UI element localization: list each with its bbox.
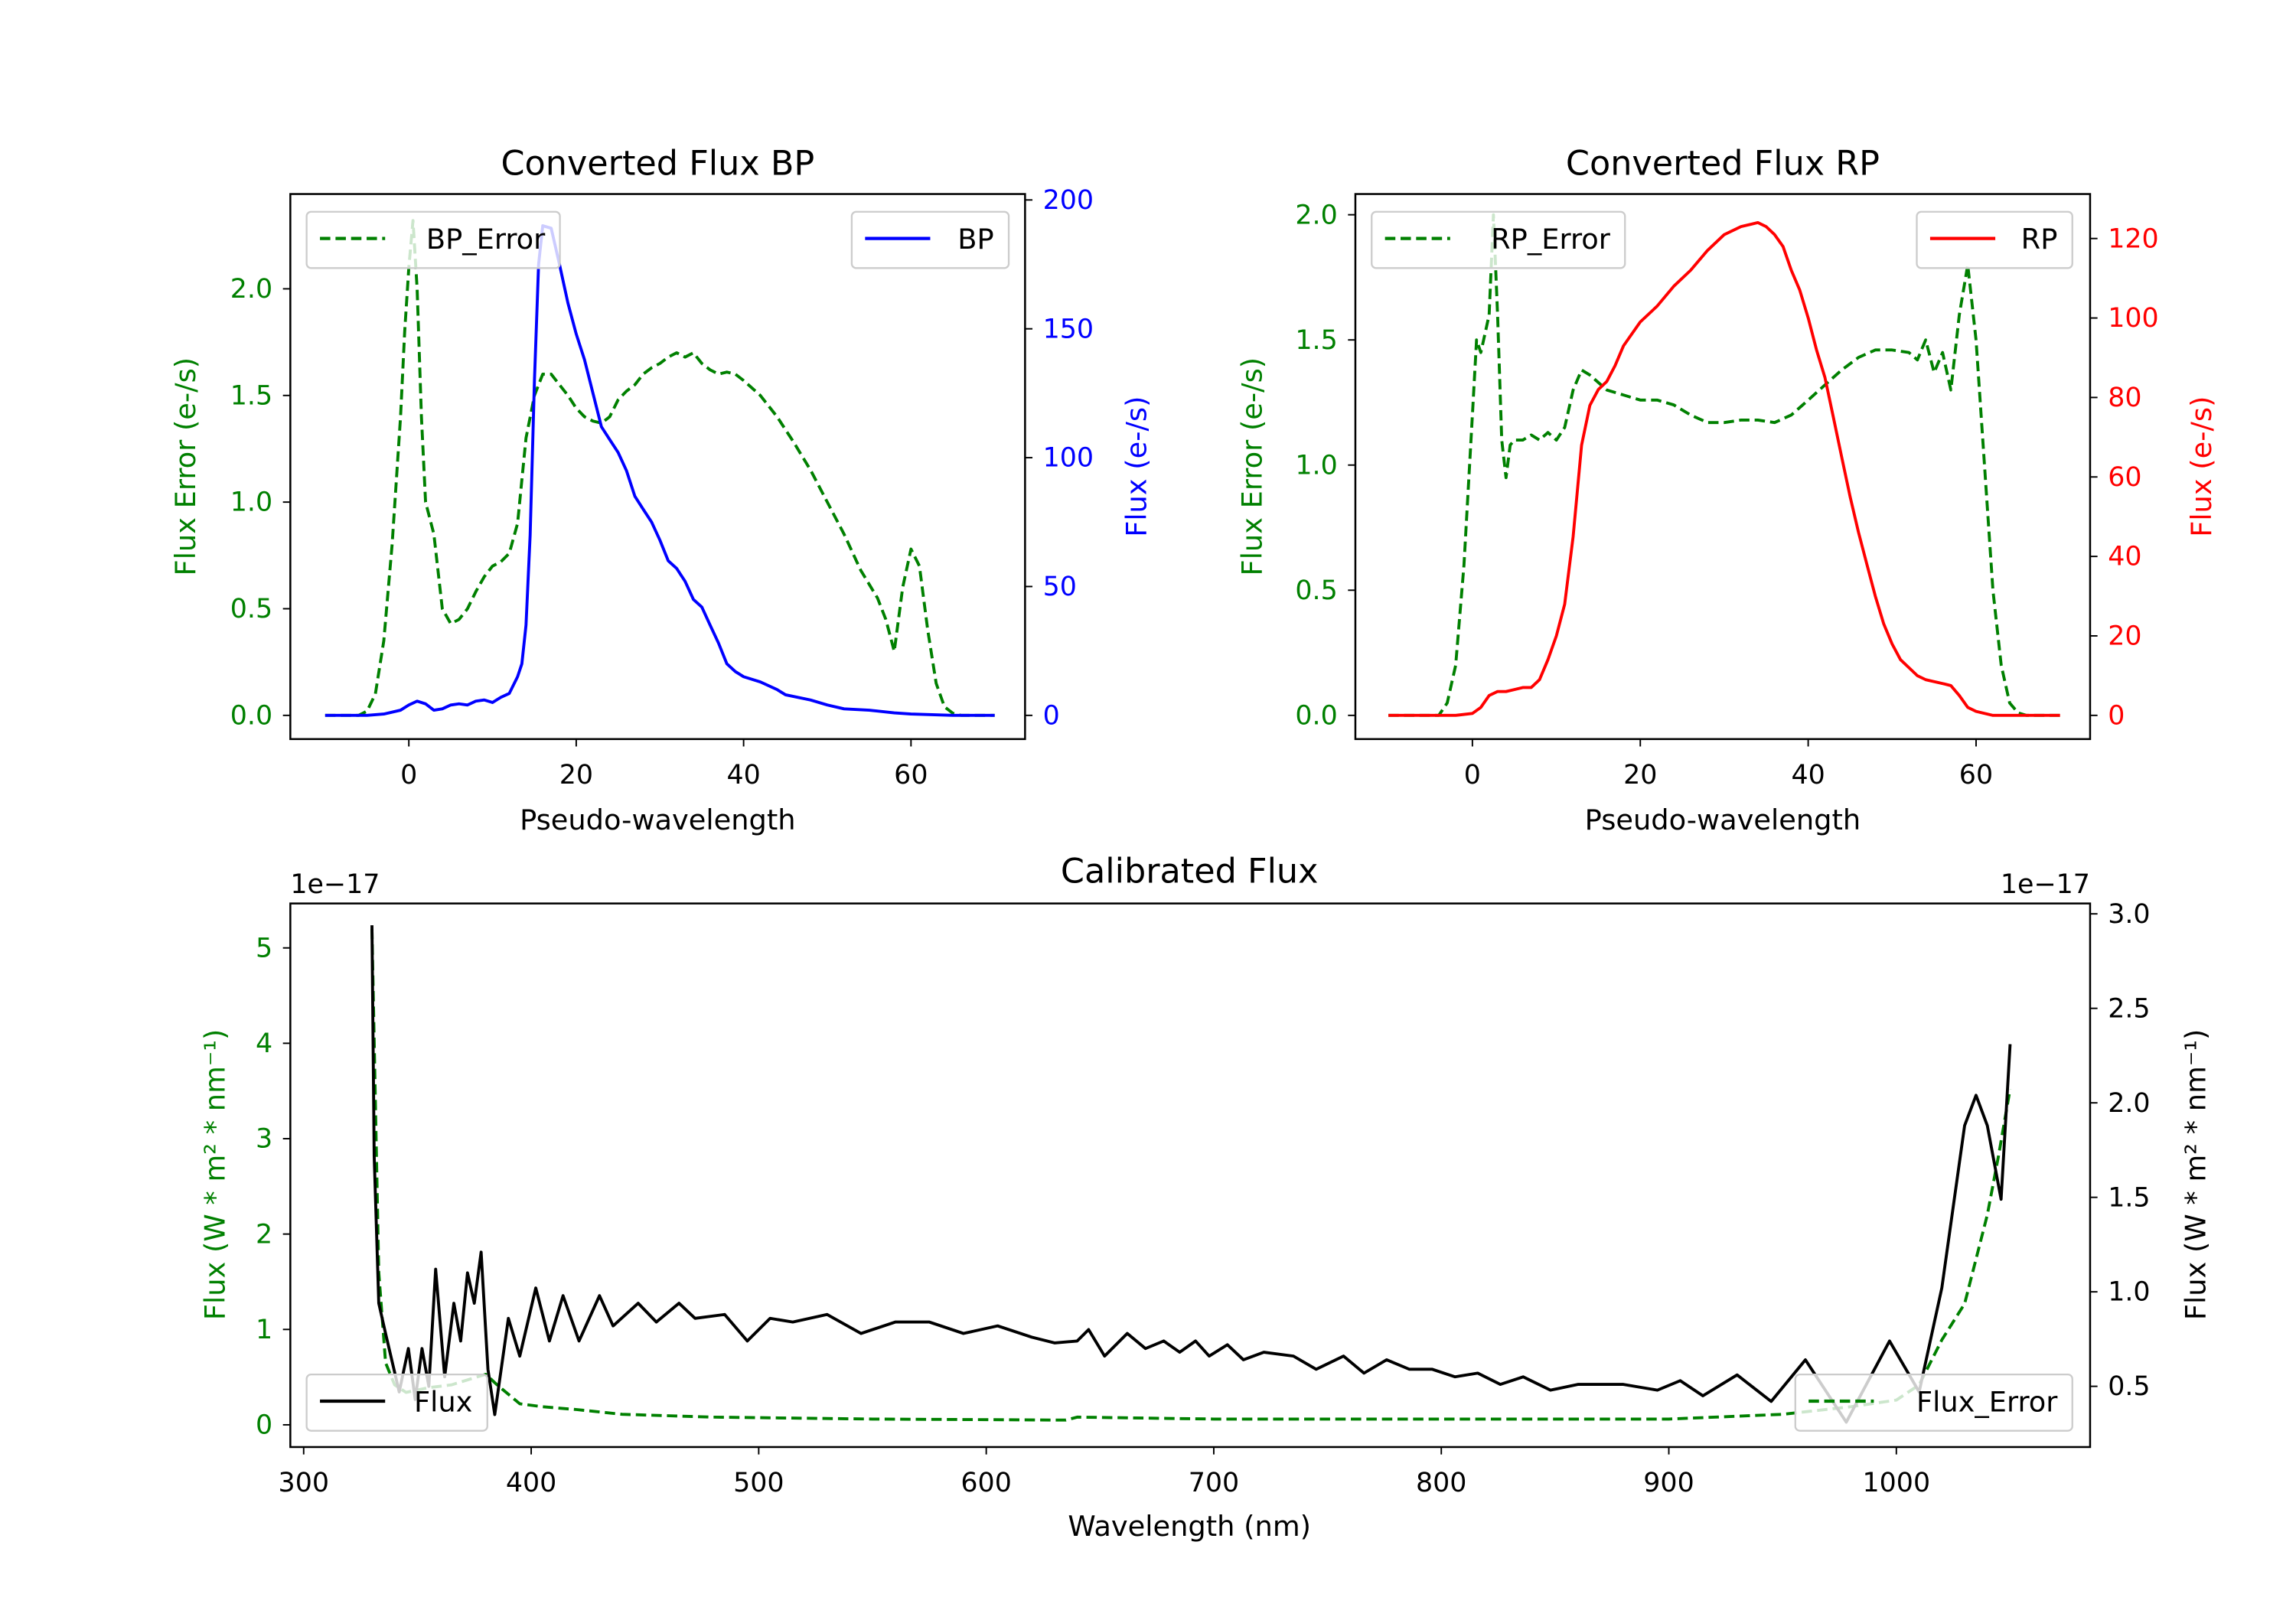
legend-right: RP	[1916, 210, 2073, 269]
y-left-tick-label: 3	[256, 1124, 272, 1155]
y-right-tick-label: 2.5	[2108, 993, 2150, 1024]
x-tick-label: 40	[726, 760, 760, 790]
y-right-axis-label: Flux (e-/s)	[2185, 396, 2218, 537]
y-left-tick-label: 0.0	[230, 700, 272, 731]
y-right-tick-label: 100	[2108, 303, 2158, 334]
y-right-tick-label: 80	[2108, 383, 2141, 413]
x-tick-label: 1000	[1862, 1468, 1930, 1498]
y-right-tick-label: 1.0	[2108, 1277, 2150, 1308]
legend-label: Flux_Error	[1916, 1386, 2058, 1419]
y-left-tick-label: 2.0	[1295, 200, 1337, 230]
y-left-tick-label: 2.0	[230, 274, 272, 305]
legend-label: BP	[957, 223, 993, 256]
legend-label: RP	[2021, 223, 2058, 256]
y-right-tick-label: 40	[2108, 542, 2141, 572]
x-axis-label: Pseudo-wavelength	[520, 804, 796, 836]
x-tick-label: 800	[1416, 1468, 1466, 1498]
x-tick-label: 40	[1791, 760, 1825, 790]
x-tick-label: 0	[400, 760, 417, 790]
x-tick-label: 500	[733, 1468, 784, 1498]
y-right-tick-label: 100	[1043, 443, 1094, 474]
y-left-tick-label: 1.5	[1295, 325, 1337, 356]
x-tick-label: 60	[1959, 760, 1993, 790]
x-tick-label: 900	[1643, 1468, 1694, 1498]
x-axis-label: Wavelength (nm)	[1068, 1510, 1311, 1543]
plot-frame	[1354, 193, 2092, 741]
y-right-tick-label: 0	[1043, 700, 1060, 731]
y-left-tick-label: 1.5	[230, 380, 272, 411]
legend-box	[1794, 1373, 2073, 1432]
legend-right: Flux_Error	[1794, 1373, 2073, 1432]
y-left-offset-text: 1e−17	[290, 869, 380, 900]
legend-label: BP_Error	[426, 223, 546, 256]
x-tick-label: 20	[559, 760, 593, 790]
y-right-tick-label: 50	[1043, 572, 1077, 602]
series-line-flux	[370, 925, 2012, 1424]
x-tick-label: 60	[894, 760, 928, 790]
y-right-axis-label: Flux (W * m² * nm⁻¹)	[2179, 1029, 2212, 1320]
series-line-bp-error	[325, 219, 995, 717]
y-left-tick-label: 0.5	[230, 594, 272, 624]
y-left-tick-label: 1.0	[230, 487, 272, 518]
chart-panel-3: 300 400 500 600 700 800 900 1000 0 1 2 3 4 5 0.5 1.0 1.5…	[199, 852, 2213, 1543]
y-right-tick-label: 60	[2108, 462, 2141, 493]
legend-label: Flux	[414, 1386, 472, 1419]
y-right-tick-label: 20	[2108, 621, 2141, 652]
plot-frame	[289, 193, 1026, 741]
x-tick-label: 700	[1189, 1468, 1239, 1498]
y-right-tick-label: 2.0	[2108, 1088, 2150, 1119]
legend-right: BP	[850, 210, 1010, 269]
y-left-tick-label: 0	[256, 1410, 272, 1441]
y-left-axis-label: Flux Error (e-/s)	[169, 357, 202, 576]
legend-box	[1371, 210, 1626, 269]
chart-title: Converted Flux BP	[501, 144, 814, 183]
y-right-tick-label: 0.5	[2108, 1371, 2150, 1402]
x-tick-label: 300	[279, 1468, 329, 1498]
y-left-axis-label: Flux Error (e-/s)	[1235, 357, 1268, 576]
chart-panel-1: 0 20 40 60 0.0 0.5 1.0 1.5 2.0 0 50 100 150 200 Conver…	[169, 144, 1153, 836]
legend-left: Flux	[305, 1373, 488, 1432]
x-tick-label: 600	[960, 1468, 1011, 1498]
y-right-tick-label: 120	[2108, 223, 2158, 254]
chart-panel-2: 0 20 40 60 0.0 0.5 1.0 1.5 2.0 0 20 40 60 80 100 120 Con…	[1235, 144, 2218, 836]
chart-title: Converted Flux RP	[1566, 144, 1880, 183]
legend-left: RP_Error	[1371, 210, 1626, 269]
x-tick-label: 20	[1623, 760, 1657, 790]
y-left-tick-label: 4	[256, 1028, 272, 1059]
y-right-tick-label: 150	[1043, 314, 1094, 344]
y-right-tick-label: 3.0	[2108, 899, 2150, 930]
y-right-tick-label: 200	[1043, 185, 1094, 216]
y-left-tick-label: 0.0	[1295, 700, 1337, 731]
legend-box	[305, 1373, 488, 1432]
series-line-bp	[325, 224, 995, 717]
x-tick-label: 0	[1464, 760, 1481, 790]
y-left-tick-label: 0.5	[1295, 575, 1337, 606]
y-left-tick-label: 1	[256, 1315, 272, 1345]
x-axis-label: Pseudo-wavelength	[1585, 804, 1861, 836]
y-left-axis-label: Flux (W * m² * nm⁻¹)	[199, 1029, 232, 1320]
y-right-tick-label: 0	[2108, 700, 2125, 731]
chart-title: Calibrated Flux	[1061, 852, 1319, 892]
plot-frame	[289, 902, 2092, 1449]
y-left-tick-label: 5	[256, 933, 272, 963]
legend-box	[305, 210, 561, 269]
y-left-tick-label: 2	[256, 1219, 272, 1250]
y-right-offset-text: 1e−17	[2001, 869, 2090, 900]
legend-label: RP_Error	[1491, 223, 1611, 256]
x-tick-label: 400	[506, 1468, 556, 1498]
y-left-tick-label: 1.0	[1295, 450, 1337, 481]
series-line-rp	[1388, 220, 2060, 717]
legend-left: BP_Error	[305, 210, 561, 269]
y-right-axis-label: Flux (e-/s)	[1120, 396, 1153, 537]
y-right-tick-label: 1.5	[2108, 1182, 2150, 1213]
